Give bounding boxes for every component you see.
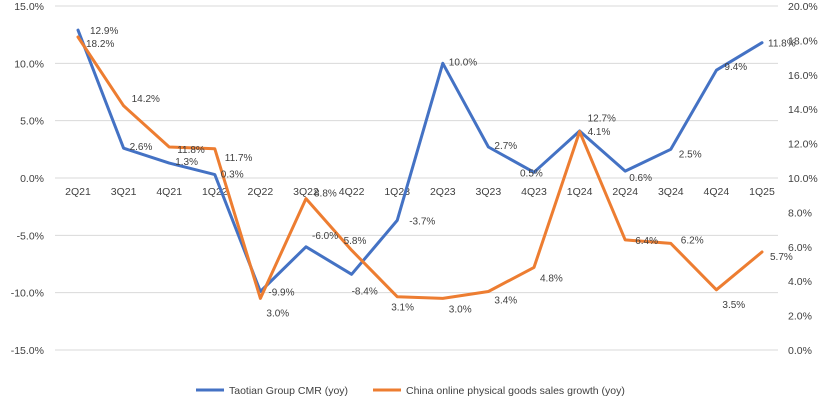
- sales-data-label: 12.7%: [588, 114, 616, 125]
- right-tick-label: 12.0%: [788, 139, 818, 151]
- left-tick-label: -15.0%: [11, 345, 44, 357]
- left-tick-label: 5.0%: [20, 116, 44, 128]
- sales-data-label: 14.2%: [132, 94, 160, 105]
- category-label: 1Q25: [749, 186, 775, 198]
- category-label: 3Q21: [111, 186, 137, 198]
- cmr-data-label: 0.6%: [629, 173, 652, 184]
- left-axis: 15.0% 10.0% 5.0% 0.0% -5.0% -10.0% -15.0%: [11, 1, 44, 357]
- right-tick-label: 6.0%: [788, 242, 812, 254]
- category-label: 4Q24: [704, 186, 730, 198]
- right-axis: 20.0% 18.0% 16.0% 14.0% 12.0% 10.0% 8.0% 6.0% 4.…: [788, 1, 818, 357]
- right-tick-label: 10.0%: [788, 173, 818, 185]
- category-label: 3Q23: [476, 186, 502, 198]
- x-axis: 2Q21 3Q21 4Q21 1Q22 2Q22 3Q22 4Q22 1Q23 2Q23 3Q23…: [65, 186, 775, 198]
- taotian-cmr-line: [76, 28, 764, 293]
- cmr-data-label: 11.8%: [768, 39, 796, 50]
- cmr-data-label: 10.0%: [449, 57, 477, 68]
- legend: Taotian Group CMR (yoy) China online phys…: [196, 385, 625, 397]
- category-label: 4Q23: [521, 186, 547, 198]
- sales-data-label: 3.4%: [494, 296, 517, 307]
- cmr-data-label: 12.9%: [90, 26, 118, 37]
- left-tick-label: 0.0%: [20, 173, 44, 185]
- left-tick-label: 10.0%: [14, 58, 44, 70]
- right-tick-label: 20.0%: [788, 1, 818, 13]
- sales-data-label: 3.1%: [391, 303, 414, 314]
- cmr-data-label: -9.9%: [268, 288, 294, 299]
- sales-data-label: 8.8%: [314, 189, 337, 200]
- category-label: 1Q24: [567, 186, 593, 198]
- sales-data-label: 3.0%: [449, 304, 472, 315]
- right-tick-label: 2.0%: [788, 311, 812, 323]
- right-tick-label: 18.0%: [788, 35, 818, 47]
- cmr-data-label: 2.5%: [679, 149, 702, 160]
- category-label: 2Q23: [430, 186, 456, 198]
- category-label: 2Q21: [65, 186, 91, 198]
- category-label: 3Q22: [293, 186, 319, 198]
- sales-data-label: 6.4%: [635, 236, 658, 247]
- cmr-data-label: 9.4%: [724, 62, 747, 73]
- sales-data-label: 11.8%: [177, 145, 205, 156]
- sales-data-label: 4.8%: [540, 273, 563, 284]
- cmr-data-label: 2.6%: [130, 142, 153, 153]
- left-tick-label: 15.0%: [14, 1, 44, 13]
- sales-data-label: 11.7%: [225, 153, 253, 164]
- legend-label: Taotian Group CMR (yoy): [229, 385, 348, 397]
- right-tick-label: 8.0%: [788, 207, 812, 219]
- cmr-data-label: -6.0%: [312, 231, 338, 242]
- left-tick-label: -5.0%: [17, 230, 44, 242]
- cmr-data-label: -8.4%: [352, 286, 378, 297]
- right-tick-label: 16.0%: [788, 70, 818, 82]
- category-label: 4Q22: [339, 186, 365, 198]
- sales-data-label: 18.2%: [86, 39, 114, 50]
- cmr-data-label: 4.1%: [588, 127, 611, 138]
- gridlines: [55, 5, 778, 351]
- sales-data-label: 5.8%: [344, 236, 367, 247]
- category-label: 3Q24: [658, 186, 684, 198]
- left-tick-label: -10.0%: [11, 288, 44, 300]
- cmr-data-label: -3.7%: [409, 216, 435, 227]
- cmr-data-label: 2.7%: [494, 141, 517, 152]
- legend-label: China online physical goods sales growth…: [406, 385, 625, 397]
- cmr-data-label: 0.3%: [221, 170, 244, 181]
- cmr-data-label: 1.3%: [175, 157, 198, 168]
- right-tick-label: 4.0%: [788, 276, 812, 288]
- category-label: 4Q21: [156, 186, 182, 198]
- category-label: 2Q22: [248, 186, 274, 198]
- cmr-data-label: 0.5%: [520, 168, 543, 179]
- data-labels: 12.9% 2.6% 1.3% 0.3% -9.9% -6.0% -8.4% -3.7% 10.…: [86, 26, 796, 319]
- right-tick-label: 14.0%: [788, 104, 818, 116]
- sales-data-label: 6.2%: [681, 235, 704, 246]
- sales-data-label: 5.7%: [770, 252, 793, 263]
- category-label: 2Q24: [612, 186, 638, 198]
- sales-data-label: 3.5%: [722, 300, 745, 311]
- series-group: [76, 28, 764, 300]
- right-tick-label: 0.0%: [788, 345, 812, 357]
- sales-data-label: 3.0%: [266, 308, 289, 319]
- china-online-sales-line: [76, 35, 764, 300]
